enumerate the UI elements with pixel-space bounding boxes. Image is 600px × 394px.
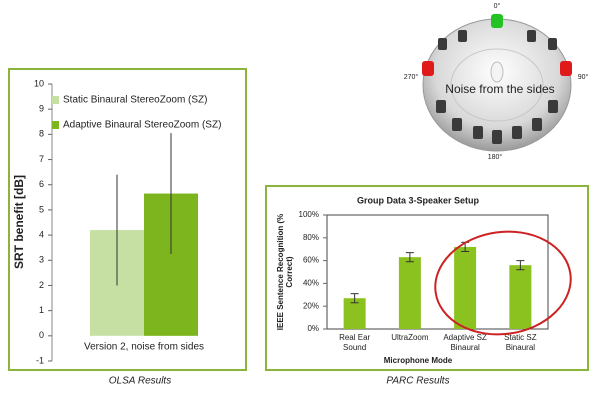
highlight-ellipse	[434, 230, 572, 336]
legend-label: Static Binaural StereoZoom (SZ)	[63, 95, 208, 106]
y-tick-label: 2	[39, 280, 44, 290]
speaker	[532, 118, 542, 131]
error-bar	[350, 293, 359, 304]
listener	[490, 61, 504, 83]
y-tick-label: 20%	[303, 301, 319, 310]
x-axis-label: Microphone Mode	[384, 356, 453, 365]
y-tick-label: 0%	[307, 324, 319, 333]
speaker-diagram: 0° 90° 180° 270° Noise from the sides	[404, 2, 589, 161]
caption: OLSA Results	[109, 376, 171, 387]
y-axis-label: SRT benefit [dB]	[12, 175, 26, 269]
error-bar	[516, 260, 525, 271]
speaker-right	[560, 61, 572, 76]
y-tick-label: 3	[39, 255, 44, 265]
y-tick-label: -1	[36, 355, 44, 365]
y-tick-label: 5	[39, 204, 44, 214]
inner-ring	[450, 48, 544, 122]
speaker	[548, 38, 557, 50]
x-tick-label: Adaptive SZ Binaural	[443, 333, 487, 352]
speaker	[458, 30, 467, 42]
speaker	[473, 126, 483, 139]
angle-label: 90°	[578, 73, 589, 81]
caption: PARC Results	[386, 376, 449, 387]
x-tick-label: UltraZoom	[391, 333, 429, 342]
panel-frame	[8, 68, 247, 371]
y-tick-label: 8	[39, 129, 44, 139]
y-tick-label: 1	[39, 305, 44, 315]
speaker	[512, 126, 522, 139]
y-axis-label: IEEE Sentence Recognition (%Correct)	[276, 214, 294, 330]
plot-frame	[326, 214, 549, 330]
speaker	[492, 130, 502, 144]
y-tick-label: 40%	[303, 279, 319, 288]
angle-label: 0°	[494, 2, 501, 10]
x-tick-label: Version 2, noise from sides	[84, 342, 204, 353]
diagram-label: Noise from the sides	[445, 82, 554, 96]
legend-label: Adaptive Binaural StereoZoom (SZ)	[63, 120, 221, 131]
legend-swatch	[52, 96, 59, 104]
y-tick-label: 60%	[303, 256, 319, 265]
panel-frame	[265, 185, 589, 371]
error-bar	[405, 252, 414, 263]
y-tick-label: 10	[34, 78, 44, 88]
y-tick-label: 0	[39, 330, 44, 340]
speaker-left	[422, 61, 434, 76]
angle-label: 180°	[488, 153, 503, 161]
chart-title: Group Data 3-Speaker Setup	[357, 195, 480, 205]
x-tick-label: Real Ear Sound	[339, 333, 370, 352]
speaker	[548, 100, 558, 113]
y-tick-label: 6	[39, 179, 44, 189]
bar	[509, 265, 532, 329]
y-tick-label: 80%	[303, 233, 319, 242]
x-tick-label: Static SZ Binaural	[504, 333, 537, 352]
speaker	[438, 38, 447, 50]
y-tick-label: 100%	[299, 210, 319, 219]
angle-label: 270°	[404, 73, 419, 81]
speakers	[436, 30, 558, 144]
bar	[398, 257, 421, 329]
speaker	[527, 30, 536, 42]
speaker	[436, 100, 446, 113]
y-tick-label: 7	[39, 154, 44, 164]
bar	[454, 246, 477, 329]
y-tick-label: 4	[39, 229, 44, 239]
speaker	[452, 118, 462, 131]
legend-swatch	[52, 121, 59, 129]
y-tick-label: 9	[39, 104, 44, 114]
speaker-front	[491, 14, 503, 28]
bar	[343, 298, 366, 329]
